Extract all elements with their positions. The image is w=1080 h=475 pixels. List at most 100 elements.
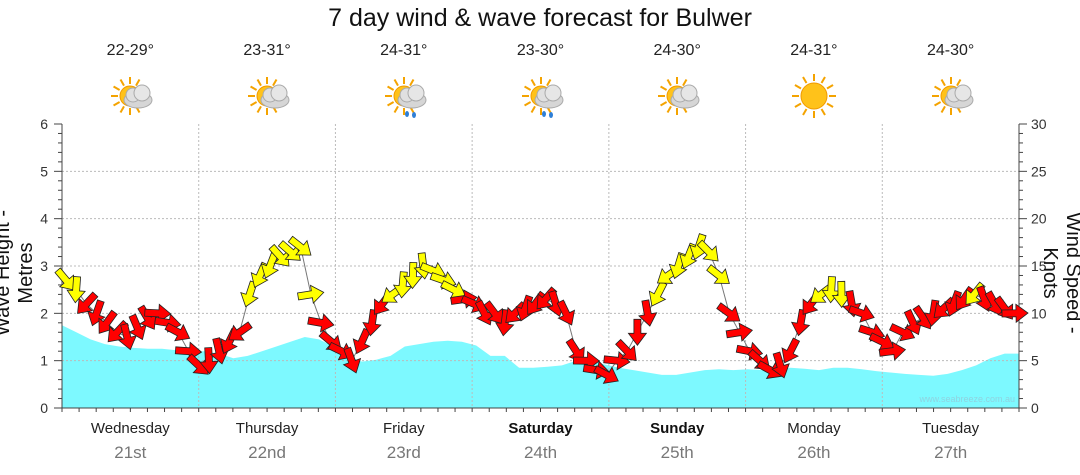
- sun-ray: [666, 105, 673, 113]
- wind-arrow: [362, 308, 382, 337]
- date-label: 25th: [660, 443, 694, 462]
- sun-ray: [386, 101, 394, 107]
- credit-text: www.seabreeze.com.au: [918, 394, 1015, 404]
- sun-ray: [820, 76, 826, 84]
- wind-arrow: [615, 338, 637, 362]
- wind-arrow: [1001, 303, 1029, 324]
- y-axis-label-right: Wind Speed - Knots: [1039, 212, 1080, 333]
- sun-ray: [826, 102, 834, 108]
- wind-arrow: [77, 291, 99, 314]
- chart-title: 7 day wind & wave forecast for Bulwer: [328, 4, 752, 32]
- sun-ray: [523, 85, 531, 91]
- wind-arrow: [565, 337, 585, 363]
- sun-ray: [386, 85, 394, 91]
- cloud-shape: [954, 84, 972, 102]
- y-tick-label-left: 5: [40, 163, 48, 179]
- sun-ray: [666, 79, 673, 87]
- sun-ray: [113, 85, 121, 91]
- sunny-icon: [791, 74, 836, 118]
- cloud-shape: [407, 84, 425, 102]
- wind-arrow: [878, 341, 907, 361]
- sun-ray: [408, 79, 415, 87]
- wind-arrow: [307, 313, 335, 333]
- y-tick-label-left: 4: [40, 211, 48, 227]
- sun-ray: [940, 79, 946, 87]
- wind-arrow: [199, 347, 219, 375]
- y-tick-label-right: 15: [1031, 258, 1047, 274]
- sun-ray: [119, 105, 126, 113]
- y-tick-label-right: 20: [1031, 211, 1047, 227]
- sun-ray: [256, 79, 262, 87]
- day-temp-range: 24-31°: [790, 42, 838, 59]
- wind-arrow: [98, 309, 118, 334]
- wind-arrow: [706, 264, 730, 284]
- sun-ray: [272, 79, 278, 87]
- partly-cloudy-icon: [931, 77, 974, 115]
- wind-arrow: [627, 318, 648, 346]
- date-label: 21st: [114, 443, 147, 462]
- sun-ray: [826, 84, 834, 90]
- wind-arrow: [781, 337, 801, 364]
- day-label: Friday: [382, 420, 425, 437]
- y-tick-label-left: 2: [40, 305, 48, 321]
- sun-ray: [250, 85, 258, 91]
- day-temp-range: 22-29°: [106, 42, 154, 59]
- day-label: Thursday: [235, 420, 299, 437]
- partly-cloudy-icon: [111, 77, 153, 115]
- date-label: 26th: [797, 443, 831, 462]
- sun-ray: [794, 102, 802, 108]
- sun-ray: [250, 101, 258, 107]
- cloud-shape: [680, 84, 698, 102]
- y-tick-label-right: 5: [1031, 353, 1039, 369]
- sun-ray: [802, 76, 808, 84]
- day-temp-range: 24-30°: [653, 42, 701, 59]
- cloud-shape: [133, 84, 151, 102]
- y-tick-label-right: 10: [1031, 305, 1047, 321]
- rain-drop: [404, 111, 409, 117]
- cloud-shape: [270, 84, 288, 102]
- y-tick-label-left: 6: [40, 116, 48, 132]
- partly-cloudy-icon: [658, 77, 700, 115]
- axis-layer: 0 1 2 3 4 5 6 0 5 10 15 20 25 30: [40, 116, 1047, 416]
- wave-area-layer: [62, 325, 1019, 408]
- date-label: 27th: [934, 443, 968, 462]
- sun-ray: [530, 79, 536, 87]
- wind-arrow: [847, 304, 875, 323]
- showers-icon: [384, 77, 427, 118]
- sun-ray: [113, 101, 121, 107]
- sun-ray: [545, 79, 551, 87]
- sun-ray: [682, 79, 688, 87]
- y-tick-label-left: 0: [40, 400, 48, 416]
- wind-arrow: [186, 353, 209, 375]
- y-tick-label-right: 30: [1031, 116, 1047, 132]
- sun-ray: [256, 105, 262, 113]
- wind-arrow: [342, 346, 362, 374]
- y-tick-label-right: 25: [1031, 163, 1047, 179]
- sun-ray: [530, 105, 536, 113]
- cloud-shape: [544, 84, 561, 102]
- sun-ray: [523, 101, 531, 107]
- wind-arrow: [696, 239, 719, 262]
- partly-cloudy-icon: [248, 77, 290, 115]
- day-label: Monday: [787, 420, 841, 437]
- day-label: Saturday: [508, 420, 573, 437]
- rain-drop: [411, 112, 416, 118]
- sun-ray: [933, 85, 941, 91]
- wind-arrow: [483, 300, 503, 325]
- wind-arrow: [66, 276, 86, 304]
- wind-arrow: [403, 261, 423, 290]
- y-tick-label-left: 1: [40, 353, 48, 369]
- rain-drop: [548, 112, 553, 118]
- wind-arrow: [593, 365, 619, 384]
- rain-drop: [541, 111, 546, 117]
- day-temp-range: 23-30°: [516, 42, 565, 59]
- wind-arrow: [297, 284, 325, 304]
- day-temp-range: 24-31°: [380, 42, 428, 59]
- sun-ray: [820, 108, 826, 116]
- y-axis-label-left: Wave Height - Metres: [0, 210, 37, 336]
- day-temp-range: 23-31°: [243, 42, 291, 59]
- y-tick-label-right: 0: [1031, 400, 1039, 416]
- wind-arrow: [164, 322, 191, 342]
- wind-arrow: [556, 299, 576, 326]
